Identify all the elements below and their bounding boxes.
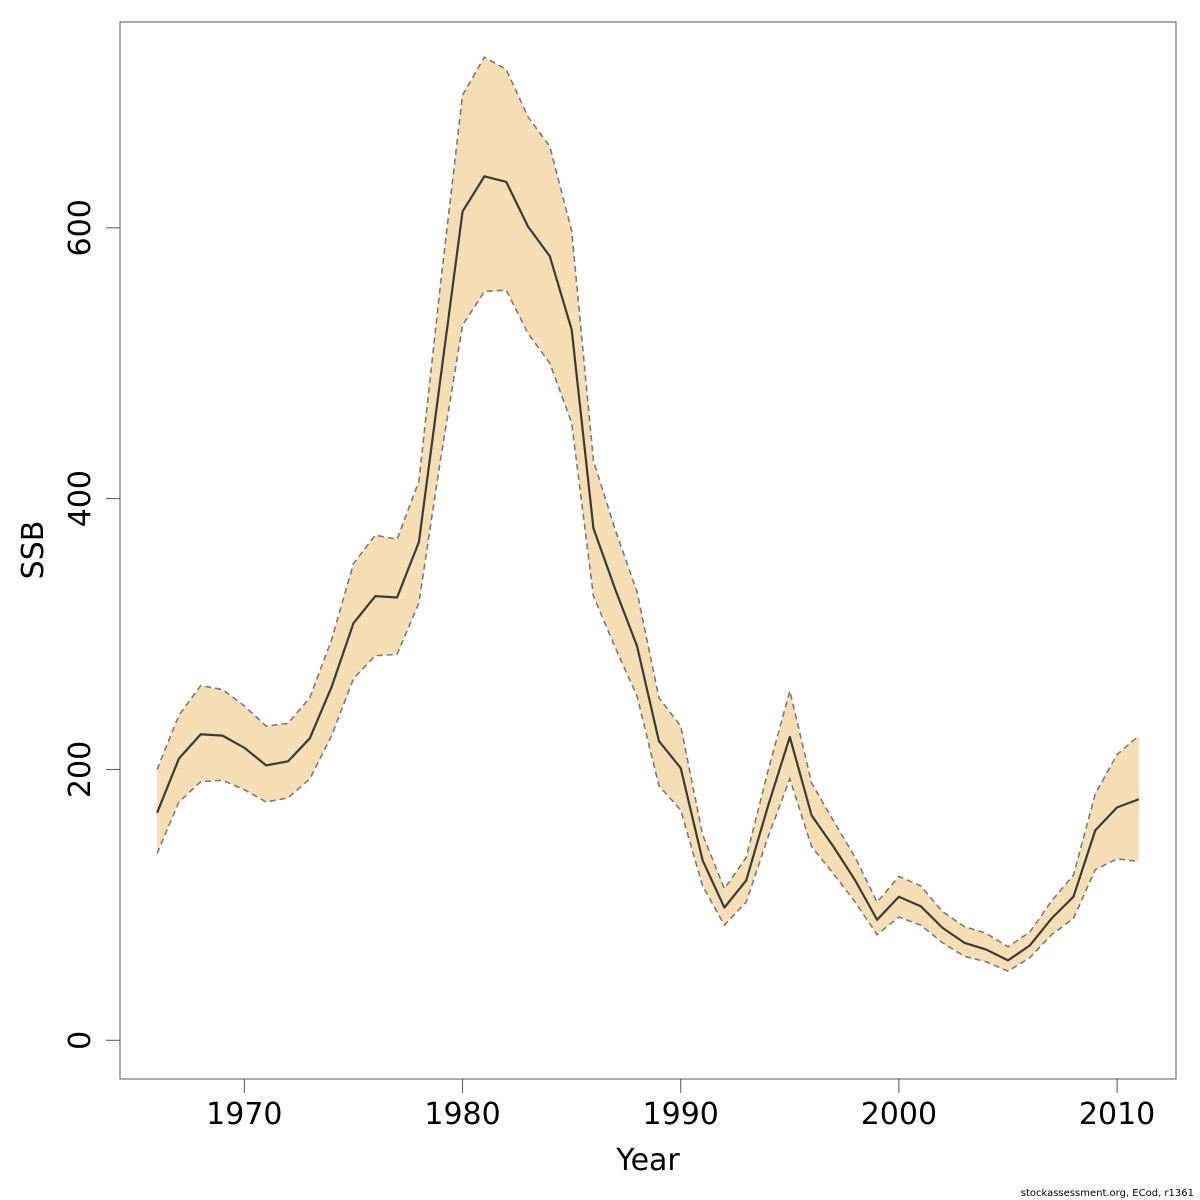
lower-bound-line [156, 289, 1140, 973]
x-tick-label: 1970 [206, 1097, 282, 1132]
y-tick-label: 400 [63, 470, 98, 527]
y-tick-label: 200 [63, 741, 98, 798]
bound-lines-layer [156, 56, 1140, 973]
x-tick-label: 2000 [861, 1097, 937, 1132]
estimate-line-layer [156, 175, 1140, 962]
confidence-band [157, 57, 1139, 972]
y-axis: 0 200 400 600 [63, 199, 121, 1050]
credit-text: stockassessment.org, ECod, r1361 [1021, 1188, 1194, 1199]
x-tick-label: 2010 [1079, 1097, 1155, 1132]
y-tick-label: 600 [63, 199, 98, 256]
upper-bound-line [156, 56, 1140, 948]
plot-frame [119, 21, 1177, 1080]
x-axis-label: Year [615, 1143, 680, 1178]
ssb-estimate-line [156, 175, 1140, 962]
y-tick-label: 0 [63, 1031, 98, 1050]
x-tick-label: 1980 [424, 1097, 500, 1132]
y-axis-label: SSB [16, 521, 51, 580]
x-tick-label: 1990 [643, 1097, 719, 1132]
x-axis: 1970 1980 1990 2000 2010 [206, 1078, 1155, 1132]
confidence-band-layer [157, 57, 1139, 972]
